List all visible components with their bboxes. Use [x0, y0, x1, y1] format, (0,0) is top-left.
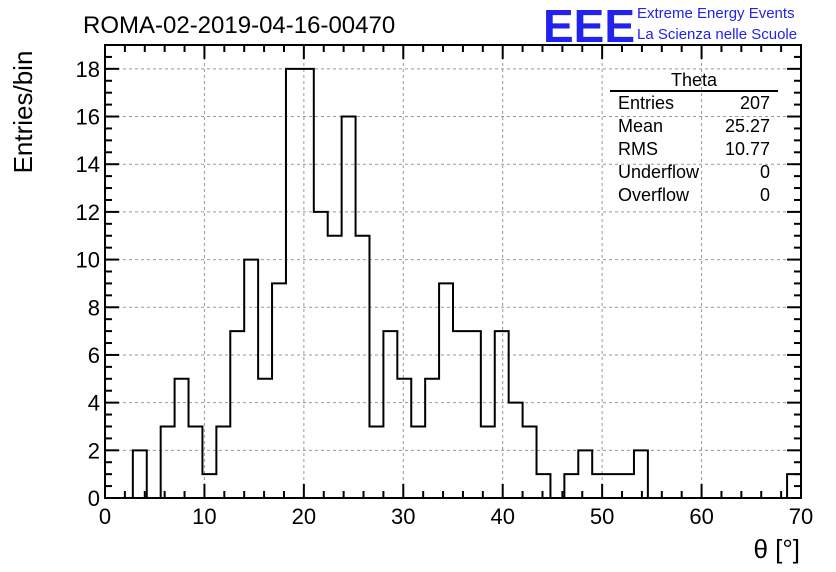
y-axis-title: Entries/bin — [8, 51, 38, 174]
histogram-bin — [411, 426, 425, 498]
x-tick-label: 40 — [490, 504, 514, 529]
histogram-bin — [369, 426, 383, 498]
stats-value: 0 — [760, 185, 770, 205]
histogram-bin — [634, 450, 648, 498]
logo-line-2: La Scienza nelle Scuole — [637, 26, 797, 43]
x-tick-label: 10 — [192, 504, 216, 529]
y-tick-label: 14 — [76, 152, 100, 177]
chart-title: ROMA-02-2019-04-16-00470 — [83, 12, 395, 39]
histogram-bin — [606, 474, 620, 498]
x-tick-label: 0 — [99, 504, 111, 529]
histogram-bin — [342, 117, 356, 498]
stats-label: Overflow — [618, 185, 690, 205]
histogram-bin — [300, 69, 314, 498]
histogram-bin — [495, 331, 509, 498]
x-axis-title: θ [°] — [753, 534, 800, 564]
stats-label: RMS — [618, 139, 658, 159]
histogram-bin — [161, 426, 175, 498]
stats-box: Theta Entries 207 Mean 25.27 RMS 10.77 Underflo… — [610, 70, 778, 205]
y-tick-label: 6 — [88, 343, 100, 368]
histogram-bin — [578, 450, 592, 498]
histogram-bin — [356, 236, 370, 498]
histogram-bin — [328, 236, 342, 498]
y-tick-label: 12 — [76, 200, 100, 225]
histogram-bin — [453, 331, 467, 498]
histogram-bin — [564, 474, 578, 498]
histogram-bin — [383, 331, 397, 498]
histogram-bin — [314, 212, 328, 498]
x-tick-label: 60 — [689, 504, 713, 529]
stats-value: 25.27 — [725, 116, 770, 136]
stats-value: 10.77 — [725, 139, 770, 159]
y-tick-label: 8 — [88, 295, 100, 320]
y-tick-label: 2 — [88, 438, 100, 463]
stats-value: 207 — [740, 93, 770, 113]
histogram-bin — [286, 69, 300, 498]
histogram-bin — [272, 283, 286, 498]
stats-label: Entries — [618, 93, 674, 113]
x-tick-label: 30 — [391, 504, 415, 529]
x-tick-label: 50 — [590, 504, 614, 529]
histogram-bin — [258, 379, 272, 498]
histogram-bin — [425, 379, 439, 498]
stats-title: Theta — [671, 70, 718, 90]
histogram-bin — [439, 283, 453, 498]
histogram-bin — [189, 426, 203, 498]
histogram-bin — [244, 260, 258, 498]
y-tick-label: 10 — [76, 248, 100, 273]
histogram-bin — [175, 379, 189, 498]
histogram-chart: ROMA-02-2019-04-16-00470 EEE Extreme Ene… — [0, 0, 836, 572]
y-tick-label: 16 — [76, 105, 100, 130]
histogram-bin — [523, 426, 537, 498]
histogram-bin — [481, 426, 495, 498]
histogram-bin — [216, 426, 230, 498]
y-tick-label: 4 — [88, 391, 100, 416]
histogram-bars — [105, 69, 801, 498]
y-tick-label: 0 — [88, 486, 100, 511]
histogram-bin — [397, 379, 411, 498]
histogram-bin — [230, 331, 244, 498]
stats-value: 0 — [760, 162, 770, 182]
histogram-bin — [509, 403, 523, 498]
y-tick-label: 18 — [76, 57, 100, 82]
histogram-bin — [592, 474, 606, 498]
logo-line-1: Extreme Energy Events — [637, 5, 795, 22]
histogram-bin — [133, 450, 147, 498]
x-tick-label: 20 — [292, 504, 316, 529]
x-tick-label: 70 — [789, 504, 813, 529]
stats-label: Underflow — [618, 162, 700, 182]
stats-label: Mean — [618, 116, 663, 136]
histogram-bin — [467, 331, 481, 498]
